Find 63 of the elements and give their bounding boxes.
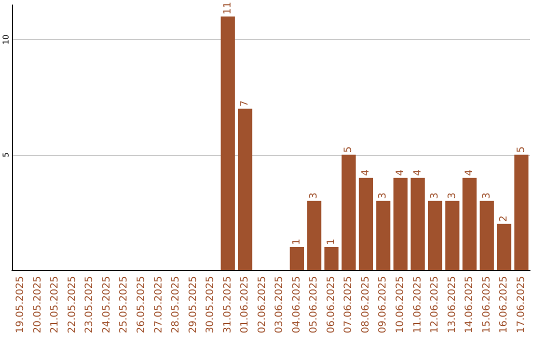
x-tick-label: 02.06.2025 [256, 276, 268, 334]
bar [342, 154, 356, 270]
x-tick-label: 17.06.2025 [516, 276, 527, 334]
x-tick-label: 19.05.2025 [15, 276, 26, 334]
x-tick-label: 06.06.2025 [326, 276, 337, 334]
x-tick-label: 13.06.2025 [446, 276, 458, 334]
x-tick-label: 05.06.2025 [308, 276, 320, 334]
bar [462, 178, 477, 270]
x-tick-label: 10.06.2025 [395, 276, 406, 334]
data-label: 1 [291, 238, 302, 245]
x-tick-label: 23.05.2025 [84, 276, 96, 334]
bar [358, 178, 374, 270]
x-tick-label: 08.06.2025 [360, 276, 372, 334]
x-tick-label: 01.06.2025 [240, 276, 251, 334]
bar [220, 16, 235, 270]
x-tick-label: 16.06.2025 [498, 276, 510, 334]
bar [238, 108, 252, 270]
data-label: 4 [395, 169, 406, 176]
y-tick-label: 10 [2, 34, 10, 45]
bar [497, 224, 512, 270]
data-label: 7 [240, 100, 251, 107]
x-tick-label: 31.05.2025 [222, 276, 234, 334]
x-tick-label: 29.05.2025 [188, 276, 199, 334]
data-label: 3 [446, 192, 458, 199]
bar [480, 200, 494, 270]
bar [445, 200, 460, 270]
x-tick-label: 30.05.2025 [205, 276, 216, 334]
data-label: 4 [360, 169, 372, 176]
x-tick-label: 15.06.2025 [481, 276, 492, 334]
x-tick-label: 11.06.2025 [412, 276, 424, 334]
data-label: 11 [222, 2, 234, 15]
x-tick-label: 26.05.2025 [136, 276, 147, 334]
bar [514, 154, 528, 270]
x-tick-label: 14.06.2025 [464, 276, 476, 334]
bar [428, 200, 442, 270]
x-tick-label: 28.05.2025 [170, 276, 182, 334]
data-label: 4 [464, 169, 476, 176]
bar [324, 246, 339, 270]
data-label: 5 [516, 146, 527, 153]
bar [307, 200, 322, 270]
bar [410, 178, 425, 270]
bar [376, 200, 390, 270]
x-tick-label: 07.06.2025 [343, 276, 354, 334]
x-tick-label: 25.05.2025 [118, 276, 130, 334]
data-label: 5 [343, 146, 354, 153]
x-tick-label: 24.05.2025 [101, 276, 112, 334]
x-tick-label: 12.06.2025 [430, 276, 441, 334]
x-tick-label: 20.05.2025 [32, 276, 44, 334]
data-label: 3 [430, 192, 441, 199]
x-tick-label: 03.06.2025 [274, 276, 286, 334]
bar [290, 246, 304, 270]
data-label: 3 [481, 192, 492, 199]
bar [393, 178, 408, 270]
x-tick-label: 21.05.2025 [50, 276, 61, 334]
data-label: 3 [378, 192, 389, 199]
data-label: 4 [412, 169, 424, 176]
data-label: 2 [498, 216, 510, 222]
x-tick-label: 22.05.2025 [66, 276, 78, 334]
data-label: 1 [326, 238, 337, 245]
x-tick-label: 27.05.2025 [153, 276, 164, 334]
x-tick-label: 09.06.2025 [378, 276, 389, 334]
data-label: 3 [308, 192, 320, 199]
x-tick-label: 04.06.2025 [291, 276, 302, 334]
